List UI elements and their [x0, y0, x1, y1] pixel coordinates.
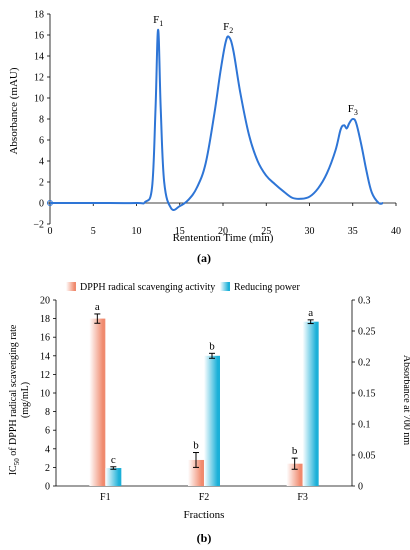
y-tick-label: 14: [34, 52, 44, 63]
left-y-tick-label: 14: [40, 351, 50, 362]
category-label: F2: [199, 492, 210, 503]
y-tick-label: 10: [34, 94, 44, 105]
left-y-tick-label: 4: [45, 444, 50, 455]
chromatogram-axes: [49, 14, 396, 224]
bar-chart-legend: DPPH radical scavenging activity Reducing…: [66, 282, 300, 293]
category-label: F3: [297, 492, 308, 503]
panel-label-b: (b): [197, 531, 212, 545]
left-y-tick-label: 12: [40, 370, 50, 381]
bar-dpph: [286, 463, 303, 486]
bar-chart-left-y-axis-label: IC50 of DPPH radical scavenging rate: [8, 324, 21, 475]
x-tick-label: 40: [391, 226, 401, 237]
right-y-tick-label: 0.1: [358, 420, 371, 431]
panel-label-a: (a): [197, 251, 211, 265]
significance-letter: c: [111, 454, 116, 466]
y-tick-label: 12: [34, 73, 44, 84]
legend-swatch: [220, 282, 230, 291]
y-tick-label: 2: [39, 178, 44, 189]
y-tick-label: 8: [39, 115, 44, 126]
bar-chart-right-y-axis-label: Absorbance at 700 nm: [401, 355, 410, 445]
legend-label: DPPH radical scavenging activity: [80, 282, 215, 293]
bar-chart-ticks: 0 2 4 6 8 10 12 14 16 18 20 0 0.05 0.1 0.15 0.2 0.25 0.3 F…: [40, 296, 376, 504]
chromatogram-y-axis-label: Absorbance (mAU): [8, 67, 20, 154]
x-tick-label: 0: [48, 226, 53, 237]
significance-letter: b: [209, 340, 215, 352]
significance-letter: a: [308, 307, 313, 319]
x-tick-label: 20: [218, 226, 228, 237]
left-y-tick-label: 10: [40, 389, 50, 400]
right-y-tick-label: 0.15: [358, 389, 376, 400]
chromatogram-chart: −2 0 2 4 6 8 10 12 14 16 18 0 5 10 15 20 25 30 35 40 F1 F2 F3…: [8, 10, 401, 266]
x-tick-label: 35: [348, 226, 358, 237]
x-tick-label: 10: [132, 226, 142, 237]
bar-chart-left-y-axis-unit: (mg/mL): [20, 382, 31, 418]
peak-label: F2: [223, 21, 233, 35]
y-tick-label: 6: [39, 136, 44, 147]
bar-dpph: [188, 459, 204, 486]
right-y-tick-label: 0: [358, 482, 363, 493]
chromatogram-series: [47, 28, 384, 211]
peak-label: F1: [153, 14, 163, 28]
legend-swatch: [66, 282, 76, 291]
x-tick-label: 5: [91, 226, 96, 237]
bar-reducing-power: [302, 321, 319, 486]
bar-reducing-power: [204, 355, 220, 486]
bar-chart-series: a c b b b a: [89, 301, 319, 486]
right-y-tick-label: 0.05: [358, 451, 376, 462]
left-y-tick-label: 0: [45, 482, 50, 493]
left-y-tick-label: 16: [40, 333, 50, 344]
peak-label: F3: [348, 103, 358, 117]
right-y-tick-label: 0.3: [358, 296, 371, 307]
y-tick-label: 16: [34, 31, 44, 42]
x-tick-label: 25: [261, 226, 271, 237]
right-y-tick-label: 0.25: [358, 327, 376, 338]
bar-chart-x-axis-label: Fractions: [184, 509, 225, 521]
right-y-tick-label: 0.2: [358, 358, 371, 369]
x-tick-label: 15: [175, 226, 185, 237]
left-y-tick-label: 2: [45, 463, 50, 474]
chromatogram-ticks: −2 0 2 4 6 8 10 12 14 16 18 0 5 10 15 20 25 30 35 40: [33, 10, 401, 238]
significance-letter: a: [95, 301, 100, 313]
y-tick-label: 18: [34, 10, 44, 21]
legend-label: Reducing power: [234, 282, 300, 293]
chromatogram-line: [50, 28, 384, 211]
significance-letter: b: [292, 445, 298, 457]
x-tick-label: 30: [305, 226, 315, 237]
start-marker: [47, 200, 53, 206]
category-label: F1: [100, 492, 111, 503]
y-tick-label: −2: [33, 220, 44, 231]
left-y-tick-label: 18: [40, 314, 50, 325]
y-tick-label: 4: [39, 157, 44, 168]
activity-bar-chart: 0 2 4 6 8 10 12 14 16 18 20 0 0.05 0.1 0.15 0.2 0.25 0.3 F…: [8, 282, 410, 545]
chromatogram-x-axis-label: Rentention Time (min): [173, 232, 274, 244]
left-y-tick-label: 6: [45, 426, 50, 437]
chromatogram-peak-labels: F1 F2 F3: [153, 14, 358, 117]
left-y-tick-label: 8: [45, 407, 50, 418]
left-y-tick-label: 20: [40, 296, 50, 307]
significance-letter: b: [193, 440, 199, 452]
bar-dpph: [89, 318, 106, 486]
y-tick-label: 0: [39, 199, 44, 210]
bar-reducing-power: [105, 468, 122, 486]
